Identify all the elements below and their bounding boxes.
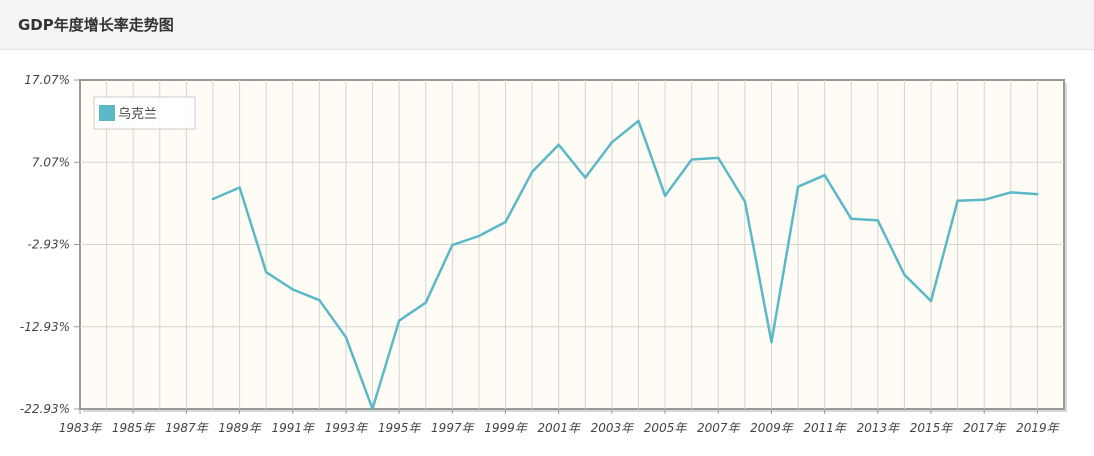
data-point xyxy=(743,200,747,203)
data-point xyxy=(451,243,454,247)
data-point xyxy=(238,186,241,189)
data-point xyxy=(929,299,933,303)
data-point xyxy=(876,219,880,222)
x-tick-label: 2013年 xyxy=(857,421,902,435)
x-tick-label: 1995年 xyxy=(378,421,423,435)
data-point xyxy=(211,197,215,201)
x-tick-label: 1999年 xyxy=(484,421,529,435)
data-point xyxy=(371,407,374,410)
data-point xyxy=(530,170,534,174)
chart-title: GDP年度增长率走势图 xyxy=(18,16,174,34)
data-point xyxy=(850,217,853,220)
y-tick-label: 7.07% xyxy=(32,155,70,169)
data-point xyxy=(424,301,427,304)
x-tick-label: 2003年 xyxy=(591,421,636,435)
x-tick-label: 2009年 xyxy=(750,421,795,435)
data-point xyxy=(770,340,773,344)
data-point xyxy=(903,273,906,276)
data-point xyxy=(344,335,348,339)
line-chart: 17.07% 7.07% -2.93% -12.93% -22.93% 1983年 1985… xyxy=(20,73,1067,435)
data-point xyxy=(823,173,826,177)
x-tick-label: 1985年 xyxy=(112,421,157,435)
data-point xyxy=(637,119,640,123)
data-point xyxy=(983,198,986,202)
x-tick-label: 2005年 xyxy=(644,421,689,435)
x-tick-label: 2017年 xyxy=(963,421,1008,435)
data-point xyxy=(291,288,294,291)
series-line xyxy=(212,119,1038,411)
data-point xyxy=(504,220,507,224)
data-point xyxy=(717,156,720,160)
panel-header: GDP年度增长率走势图 xyxy=(0,0,1094,50)
data-point xyxy=(610,141,614,144)
x-tick-label: 1993年 xyxy=(325,421,370,435)
y-tick-label: -12.93% xyxy=(20,320,70,334)
data-point xyxy=(1009,191,1013,194)
x-tick-label: 2011年 xyxy=(803,421,848,435)
data-point xyxy=(690,158,693,161)
data-point xyxy=(663,194,667,197)
data-point xyxy=(956,199,959,202)
data-point xyxy=(584,176,587,179)
data-point xyxy=(796,185,800,188)
data-point xyxy=(397,319,401,322)
x-tick-label: 2019年 xyxy=(1016,421,1061,435)
data-point xyxy=(477,234,481,238)
x-tick-label: 1991年 xyxy=(271,421,316,435)
legend-label: 乌克兰 xyxy=(118,106,157,122)
x-tick-label: 1997年 xyxy=(431,421,476,435)
axis-labels: 17.07% 7.07% -2.93% -12.93% -22.93% 1983年 1985… xyxy=(20,73,1061,435)
legend-swatch xyxy=(99,105,115,121)
x-tick-label: 1989年 xyxy=(218,421,263,435)
legend: 乌克兰 xyxy=(93,96,196,130)
data-point xyxy=(1036,192,1039,196)
x-tick-label: 2015年 xyxy=(910,421,955,435)
x-tick-label: 2007年 xyxy=(697,421,742,435)
data-point xyxy=(264,271,268,274)
x-tick-label: 1987年 xyxy=(165,421,210,435)
x-tick-label: 1983年 xyxy=(59,421,104,435)
data-point xyxy=(557,143,560,146)
y-tick-label: -22.93% xyxy=(20,402,70,416)
x-tick-label: 2001年 xyxy=(537,421,582,435)
y-tick-label: 17.07% xyxy=(24,73,70,87)
y-tick-label: -2.93% xyxy=(28,238,70,252)
data-point xyxy=(318,298,321,302)
series-layer xyxy=(211,119,1039,411)
